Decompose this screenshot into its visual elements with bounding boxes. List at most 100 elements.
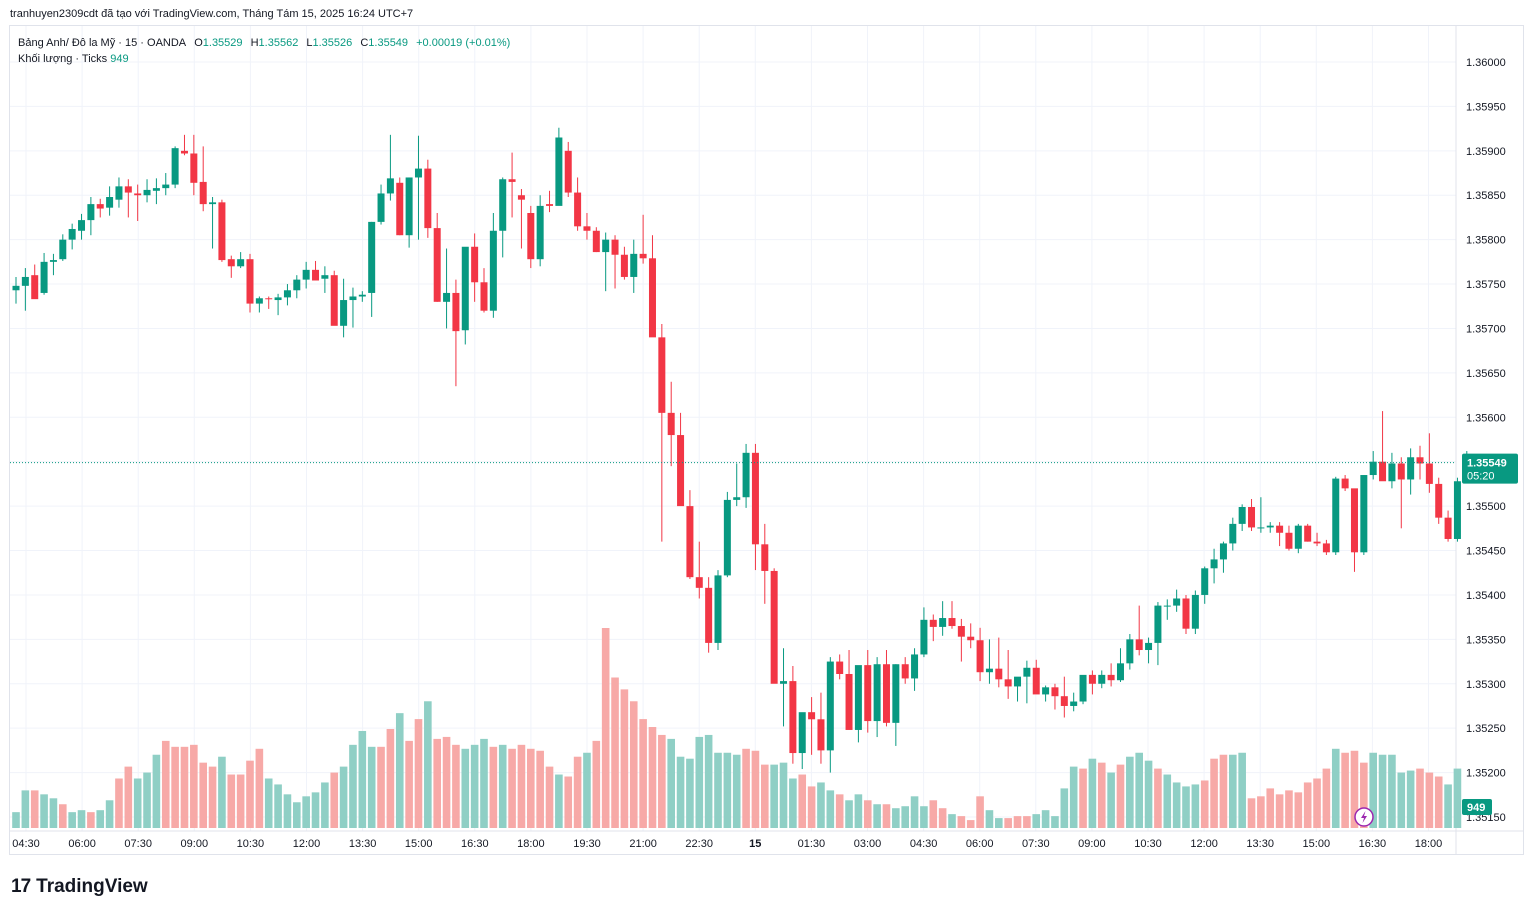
- candle-body: [368, 221, 376, 293]
- candle-body: [592, 230, 600, 253]
- tradingview-logo[interactable]: 17 TradingView: [11, 876, 148, 898]
- volume-bar: [498, 744, 507, 828]
- volume-bar: [564, 776, 573, 828]
- candle-body: [1453, 481, 1461, 539]
- volume-bar: [1416, 768, 1424, 828]
- volume-bar: [293, 802, 301, 828]
- volume-bar: [1060, 788, 1069, 828]
- volume-bar: [1313, 778, 1321, 828]
- candle-body: [227, 259, 235, 267]
- volume-bar: [489, 746, 498, 828]
- volume-bar: [592, 740, 601, 828]
- volume-bar: [611, 677, 619, 828]
- candle-body: [171, 148, 179, 185]
- volume-bar: [1154, 768, 1162, 828]
- candle-body: [424, 168, 432, 229]
- volume-bar: [68, 812, 76, 828]
- candle-body: [1098, 674, 1106, 684]
- open-value: 1.35529: [202, 37, 243, 49]
- candle-body: [517, 195, 525, 200]
- candle-body: [124, 186, 132, 193]
- volume-bar: [985, 810, 994, 828]
- candle-body: [1444, 517, 1452, 539]
- candle-body: [583, 226, 591, 231]
- candle-body: [246, 259, 254, 304]
- volume-bar: [1350, 750, 1359, 828]
- volume-bar: [901, 806, 909, 828]
- candle-body: [143, 189, 151, 196]
- time-tick-label: 15:00: [1303, 838, 1331, 850]
- volume-bar: [1097, 762, 1106, 828]
- candle-body: [134, 193, 142, 196]
- volume-bar: [152, 754, 161, 828]
- volume-bar: [910, 796, 919, 828]
- volume-bar: [1004, 818, 1012, 828]
- volume-bar: [873, 804, 881, 828]
- price-tick-label: 1.35700: [1466, 323, 1506, 335]
- volume-bar: [1360, 762, 1368, 828]
- volume-bar: [798, 774, 807, 828]
- candle-body: [293, 279, 301, 291]
- candle-body: [723, 499, 731, 576]
- volume-bar: [545, 766, 554, 828]
- candle-body: [265, 298, 273, 300]
- price-tick-label: 1.35900: [1466, 146, 1506, 158]
- bar-countdown: 05:20: [1467, 471, 1495, 483]
- candle-body: [1070, 701, 1078, 706]
- candle-body: [471, 246, 479, 283]
- volume-bar: [1163, 774, 1172, 828]
- candle-body: [1219, 543, 1227, 560]
- candle-body: [49, 260, 57, 262]
- time-tick-label: 13:30: [1246, 838, 1274, 850]
- candle-body: [1201, 568, 1209, 595]
- candle-body: [761, 544, 769, 571]
- candle-body: [574, 192, 582, 227]
- volume-bar: [330, 772, 339, 828]
- candle-body: [255, 298, 263, 304]
- time-tick-label: 04:30: [910, 838, 938, 850]
- volume-bar: [845, 800, 853, 828]
- volume-bar: [1238, 752, 1246, 828]
- volume-bar: [405, 740, 413, 828]
- volume-bar: [789, 778, 797, 828]
- volume-bar: [882, 804, 891, 828]
- last-price-tag[interactable]: [1462, 453, 1518, 484]
- price-tick-label: 1.35300: [1466, 679, 1506, 691]
- candle-body: [312, 269, 320, 281]
- volume-bar: [1116, 764, 1125, 828]
- volume-bar: [1444, 784, 1452, 828]
- volume-bar: [1210, 758, 1218, 828]
- volume-bar: [751, 750, 760, 828]
- candle-body: [564, 150, 572, 193]
- candle-body: [21, 276, 29, 286]
- candle-body: [199, 181, 207, 205]
- candle-body: [546, 204, 554, 206]
- candle-body: [705, 587, 713, 643]
- time-tick-label: 07:30: [124, 838, 152, 850]
- candle-body: [826, 661, 834, 751]
- candle-body: [31, 275, 39, 300]
- volume-bar: [770, 764, 778, 828]
- candle-body: [1032, 667, 1040, 695]
- volume-bar: [1051, 816, 1059, 828]
- candle-body: [302, 269, 310, 280]
- candle-body: [40, 261, 48, 293]
- volume-bar: [995, 818, 1003, 828]
- candle-body: [190, 153, 198, 183]
- chart-frame[interactable]: 1.36000 1.35950 1.35900 1.35850 1.35800 1.357…: [9, 25, 1524, 855]
- volume-bar: [12, 812, 20, 828]
- volume-bar: [115, 778, 123, 828]
- candle-body: [948, 618, 956, 627]
- volume-label[interactable]: Khối lượng · Ticks: [18, 53, 108, 65]
- volume-bar: [1247, 798, 1256, 828]
- candle-body: [1051, 687, 1059, 697]
- volume-bar: [686, 758, 694, 828]
- price-tick-label: 1.35850: [1466, 190, 1506, 202]
- price-chart[interactable]: 1.36000 1.35950 1.35900 1.35850 1.35800 1.357…: [10, 26, 1523, 854]
- symbol-label[interactable]: Bảng Anh/ Đô la Mỹ · 15 · OANDA: [18, 37, 187, 49]
- volume-bar: [236, 774, 245, 828]
- time-tick-label: 18:00: [1415, 838, 1443, 850]
- candle-body: [789, 681, 797, 754]
- candle-body: [1191, 594, 1199, 629]
- volume-bar: [1294, 792, 1303, 828]
